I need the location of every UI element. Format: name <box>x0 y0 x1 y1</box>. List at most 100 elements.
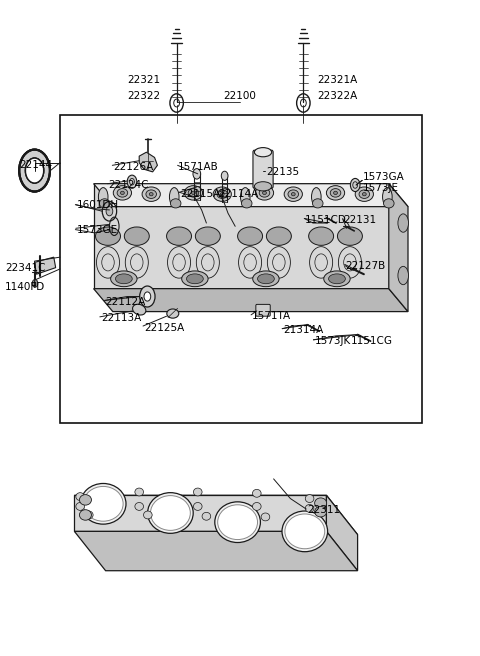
Ellipse shape <box>99 199 110 208</box>
Text: 1601DH: 1601DH <box>77 199 119 210</box>
Text: 22322: 22322 <box>128 91 161 102</box>
Ellipse shape <box>252 489 261 497</box>
Text: 22100: 22100 <box>224 91 256 102</box>
Ellipse shape <box>81 483 126 524</box>
Ellipse shape <box>76 493 84 501</box>
Ellipse shape <box>98 188 108 206</box>
FancyBboxPatch shape <box>256 304 270 316</box>
Ellipse shape <box>315 506 327 517</box>
Polygon shape <box>389 184 408 312</box>
Text: 22341C: 22341C <box>5 262 45 273</box>
Ellipse shape <box>144 511 152 519</box>
Ellipse shape <box>135 502 144 510</box>
Ellipse shape <box>215 502 260 543</box>
Ellipse shape <box>254 182 272 191</box>
Ellipse shape <box>383 188 392 206</box>
Ellipse shape <box>184 186 203 200</box>
Ellipse shape <box>135 488 144 496</box>
Ellipse shape <box>359 190 370 199</box>
Polygon shape <box>94 184 389 289</box>
Text: 22311: 22311 <box>307 505 340 516</box>
Ellipse shape <box>169 188 179 206</box>
Circle shape <box>106 207 113 216</box>
Circle shape <box>127 175 137 188</box>
Ellipse shape <box>255 186 274 200</box>
Ellipse shape <box>142 187 160 201</box>
Ellipse shape <box>324 271 350 287</box>
Ellipse shape <box>115 274 132 283</box>
Ellipse shape <box>193 502 202 510</box>
Ellipse shape <box>238 227 263 245</box>
Ellipse shape <box>192 192 195 194</box>
Circle shape <box>193 169 201 179</box>
Polygon shape <box>74 531 358 571</box>
Ellipse shape <box>258 274 275 283</box>
Text: 1573JK: 1573JK <box>314 336 351 346</box>
Ellipse shape <box>147 493 193 533</box>
Ellipse shape <box>305 504 314 512</box>
Text: 1140FD: 1140FD <box>5 282 45 293</box>
Ellipse shape <box>263 192 266 194</box>
Ellipse shape <box>117 189 128 197</box>
Ellipse shape <box>312 188 321 206</box>
Ellipse shape <box>113 186 132 200</box>
Ellipse shape <box>326 186 345 200</box>
Ellipse shape <box>398 266 408 285</box>
Ellipse shape <box>252 502 261 510</box>
Ellipse shape <box>79 510 91 520</box>
Text: 22322A: 22322A <box>317 91 357 102</box>
Ellipse shape <box>334 192 337 194</box>
Ellipse shape <box>259 189 270 197</box>
FancyBboxPatch shape <box>253 150 273 188</box>
Text: 22112A: 22112A <box>106 297 146 307</box>
Ellipse shape <box>202 512 211 520</box>
Ellipse shape <box>110 271 137 287</box>
Text: 1571AB: 1571AB <box>178 162 218 173</box>
Ellipse shape <box>398 214 408 232</box>
Ellipse shape <box>305 495 314 502</box>
Circle shape <box>350 178 360 192</box>
Ellipse shape <box>288 190 299 199</box>
Ellipse shape <box>195 227 220 245</box>
Ellipse shape <box>25 158 44 183</box>
Ellipse shape <box>261 513 270 521</box>
Ellipse shape <box>84 511 93 519</box>
Text: 22144: 22144 <box>19 160 52 171</box>
Text: 1151CD: 1151CD <box>305 215 347 225</box>
Ellipse shape <box>149 193 153 195</box>
Ellipse shape <box>312 199 323 208</box>
Ellipse shape <box>254 148 272 157</box>
Text: 22321: 22321 <box>128 75 161 85</box>
Ellipse shape <box>328 274 345 283</box>
Ellipse shape <box>146 190 156 199</box>
Ellipse shape <box>285 514 325 548</box>
Text: 1151CG: 1151CG <box>350 336 392 346</box>
Ellipse shape <box>19 150 50 192</box>
Text: 22321A: 22321A <box>317 75 357 85</box>
Ellipse shape <box>240 188 250 206</box>
Ellipse shape <box>337 227 362 245</box>
Ellipse shape <box>132 304 146 315</box>
Ellipse shape <box>217 505 257 539</box>
Ellipse shape <box>266 227 291 245</box>
Ellipse shape <box>96 227 120 245</box>
Ellipse shape <box>170 199 181 208</box>
Circle shape <box>221 171 228 180</box>
Ellipse shape <box>384 199 394 208</box>
Ellipse shape <box>213 187 231 201</box>
Text: 22125A: 22125A <box>144 323 184 333</box>
Ellipse shape <box>253 271 279 287</box>
Ellipse shape <box>124 227 149 245</box>
Ellipse shape <box>167 309 179 318</box>
Ellipse shape <box>282 511 327 552</box>
Ellipse shape <box>241 199 252 208</box>
Ellipse shape <box>84 486 123 521</box>
Text: 1573GA: 1573GA <box>362 172 404 182</box>
Text: 1573JE: 1573JE <box>362 183 398 194</box>
Ellipse shape <box>193 488 202 496</box>
Text: 1571TA: 1571TA <box>252 311 291 321</box>
Ellipse shape <box>315 498 327 508</box>
Ellipse shape <box>167 227 192 245</box>
Ellipse shape <box>355 187 373 201</box>
Text: 22127B: 22127B <box>346 260 386 271</box>
